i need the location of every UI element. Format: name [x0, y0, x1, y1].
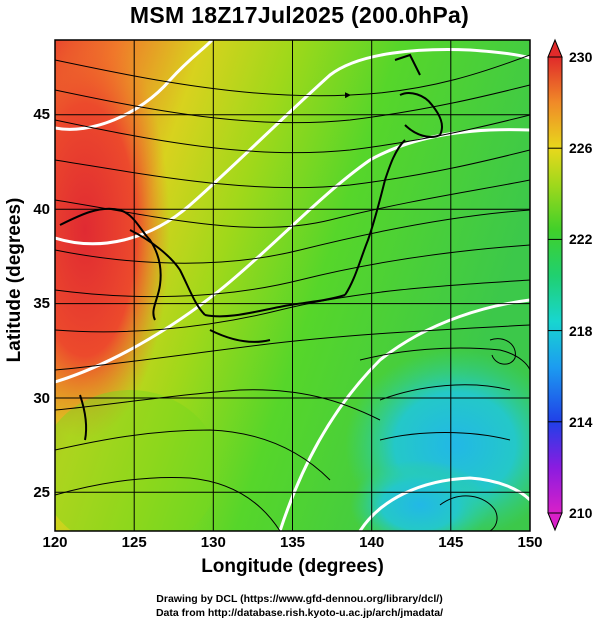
colorbar-tick-label: 210 — [569, 505, 593, 521]
color-field — [55, 40, 530, 531]
credit-data: Data from http://database.rish.kyoto-u.a… — [155, 607, 444, 619]
x-tick-label: 150 — [517, 534, 542, 551]
chart-title: MSM 18Z17Jul2025 (200.0hPa) — [129, 2, 470, 28]
x-tick-label: 125 — [122, 534, 147, 551]
y-tick-label: 35 — [33, 295, 50, 312]
y-axis-label: Latitude (degrees) — [4, 197, 25, 363]
colorbar-tick-label: 222 — [569, 231, 593, 247]
colorbar-bottom-triangle — [547, 512, 563, 532]
x-ticks: 120 125 130 135 140 145 150 — [42, 534, 542, 551]
x-tick-label: 145 — [438, 534, 463, 551]
x-axis-label: Longitude (degrees) — [201, 556, 384, 577]
y-tick-label: 30 — [33, 390, 50, 407]
x-tick-label: 135 — [280, 534, 305, 551]
colorbar: 210 214 218 222 226 230 — [547, 38, 593, 532]
y-tick-label: 25 — [33, 484, 50, 501]
x-tick-label: 120 — [42, 534, 67, 551]
plot-frame — [54, 39, 531, 532]
x-tick-label: 130 — [201, 534, 226, 551]
colorbar-scale — [547, 56, 563, 514]
colorbar-tick-label: 230 — [569, 49, 593, 65]
colorbar-tick-label: 214 — [569, 414, 593, 430]
y-tick-label: 40 — [33, 201, 50, 218]
x-tick-label: 140 — [359, 534, 384, 551]
colorbar-top-triangle — [547, 38, 563, 58]
streamlines — [55, 54, 530, 531]
colorbar-tick-label: 226 — [569, 140, 593, 156]
y-tick-label: 45 — [33, 106, 50, 123]
credit-drawing: Drawing by DCL (https://www.gfd-dennou.o… — [156, 593, 443, 605]
y-ticks: 25 30 35 40 45 — [33, 106, 50, 501]
grid-lines — [55, 40, 530, 531]
colorbar-tick-label: 218 — [569, 323, 593, 339]
